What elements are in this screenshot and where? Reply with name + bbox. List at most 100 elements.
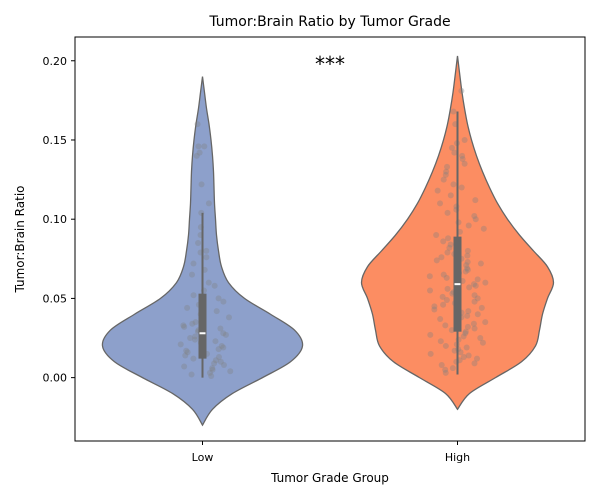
data-point-high: [474, 276, 481, 283]
data-point-high: [471, 298, 478, 305]
y-axis-label: Tumor:Brain Ratio: [13, 186, 27, 294]
data-point-low: [184, 304, 191, 311]
y-tick-label: 0.05: [43, 292, 68, 305]
data-point-low: [206, 369, 213, 376]
data-point-high: [465, 222, 472, 229]
data-point-high: [458, 184, 465, 191]
data-point-high: [437, 316, 444, 323]
iqr-box-low: [198, 293, 207, 359]
data-point-low: [227, 368, 234, 375]
data-point-low: [212, 338, 219, 345]
data-point-low: [195, 239, 202, 246]
data-point-low: [218, 342, 225, 349]
x-tick-label: Low: [192, 451, 214, 464]
data-point-high: [440, 271, 447, 278]
data-point-high: [442, 342, 449, 349]
data-point-high: [471, 213, 478, 220]
data-point-low: [181, 363, 188, 370]
data-point-high: [471, 292, 478, 299]
data-point-high: [448, 327, 455, 334]
data-point-low: [181, 323, 188, 330]
data-point-high: [455, 219, 462, 226]
data-point-high: [451, 347, 458, 354]
data-point-low: [213, 308, 220, 315]
data-point-low: [184, 349, 191, 356]
data-point-low: [192, 333, 199, 340]
data-point-high: [465, 352, 472, 359]
data-point-low: [217, 358, 224, 365]
data-point-high: [442, 171, 449, 178]
data-point-high: [444, 285, 451, 292]
data-point-high: [446, 244, 453, 251]
data-point-low: [192, 336, 198, 343]
data-point-low: [205, 279, 212, 286]
data-point-low: [193, 152, 200, 159]
data-point-high: [442, 369, 449, 376]
data-point-high: [426, 273, 433, 280]
data-point-low: [203, 247, 210, 254]
data-point-high: [444, 209, 451, 216]
data-point-high: [479, 339, 486, 346]
data-point-low: [195, 143, 202, 150]
data-point-high: [455, 336, 462, 343]
data-point-high: [440, 176, 447, 183]
data-point-low: [201, 143, 208, 150]
data-point-high: [450, 181, 457, 188]
data-point-high: [466, 284, 473, 291]
data-point-high: [459, 155, 466, 162]
data-point-high: [457, 349, 464, 356]
data-point-low: [211, 282, 218, 289]
data-point-high: [443, 274, 450, 281]
data-point-high: [478, 304, 485, 311]
data-point-high: [431, 303, 438, 310]
data-point-high: [462, 330, 469, 337]
data-point-low: [187, 335, 194, 342]
data-point-low: [220, 298, 227, 305]
data-point-high: [464, 312, 471, 319]
x-axis-label: Tumor Grade Group: [270, 471, 389, 485]
data-point-high: [450, 108, 457, 115]
violin-group-low: [101, 76, 304, 427]
data-point-high: [447, 192, 454, 199]
data-point-high: [474, 295, 481, 302]
data-point-low: [192, 319, 199, 326]
data-point-high: [433, 257, 440, 264]
y-tick-label: 0.00: [43, 372, 68, 385]
data-point-low: [225, 314, 232, 321]
data-point-high: [471, 325, 478, 332]
data-point-low: [205, 200, 212, 207]
data-point-high: [465, 308, 472, 315]
plot-area: [101, 55, 555, 427]
data-point-low: [211, 360, 218, 367]
data-point-low: [217, 325, 224, 332]
y-tick-label: 0.20: [43, 55, 68, 68]
data-point-high: [461, 160, 468, 167]
violin-group-high: [360, 55, 555, 411]
data-point-low: [215, 354, 222, 361]
data-point-low: [196, 149, 203, 156]
data-point-low: [190, 355, 197, 362]
chart-title: Tumor:Brain Ratio by Tumor Grade: [208, 14, 450, 30]
y-tick-label: 0.15: [43, 134, 68, 147]
data-point-low: [215, 346, 222, 353]
x-tick-label: High: [445, 451, 470, 464]
data-point-low: [212, 357, 219, 364]
data-point-low: [220, 344, 227, 351]
y-axis: 0.00 0.05 0.10 0.15 0.20: [43, 55, 75, 385]
data-point-low: [215, 295, 222, 302]
data-point-low: [198, 181, 205, 188]
data-point-high: [449, 365, 456, 372]
data-point-high: [459, 152, 466, 159]
data-point-high: [477, 260, 484, 267]
data-point-high: [470, 281, 477, 288]
data-point-low: [182, 352, 189, 359]
data-point-high: [474, 311, 481, 318]
data-point-low: [194, 121, 201, 128]
axes-frame: [74, 36, 586, 442]
data-point-high: [458, 87, 465, 94]
data-point-high: [440, 238, 447, 245]
data-point-high: [448, 144, 455, 151]
data-point-high: [462, 268, 469, 275]
data-point-high: [464, 252, 471, 259]
